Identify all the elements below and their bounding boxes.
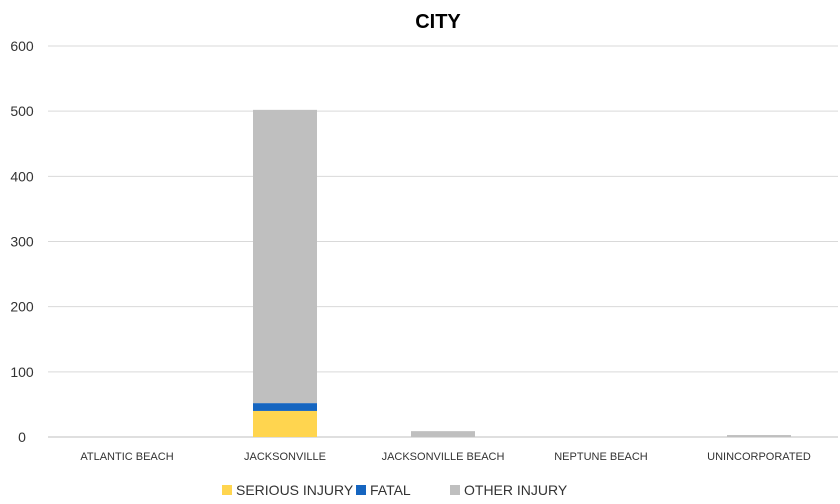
gridlines: [48, 45, 838, 438]
y-tick-label: 300: [10, 234, 34, 250]
y-tick-label: 500: [10, 103, 34, 119]
legend: SERIOUS INJURY FATAL OTHER INJURY: [222, 482, 568, 498]
legend-label: FATAL: [370, 482, 411, 498]
y-tick-label: 0: [18, 429, 26, 445]
bar-segment-other-injury: [253, 109, 317, 404]
x-category-label: NEPTUNE BEACH: [554, 451, 648, 463]
y-axis-ticks: 0 100 200 300 400 500 600: [10, 38, 34, 445]
y-tick-label: 600: [10, 38, 34, 54]
y-tick-label: 100: [10, 364, 34, 380]
legend-swatch: [356, 485, 366, 495]
bar-segment-serious-injury: [253, 410, 317, 437]
chart-title: CITY: [415, 11, 461, 33]
legend-label: SERIOUS INJURY: [236, 482, 354, 498]
x-category-label: ATLANTIC BEACH: [80, 451, 173, 463]
x-category-label: UNINCORPORATED: [707, 451, 811, 463]
bar-segment-other-injury: [411, 431, 475, 437]
legend-label: OTHER INJURY: [464, 482, 568, 498]
x-category-label: JACKSONVILLE BEACH: [382, 451, 505, 463]
y-tick-label: 200: [10, 299, 34, 315]
x-category-label: JACKSONVILLE: [244, 451, 326, 463]
bar-segment-fatal: [253, 403, 317, 411]
legend-swatch: [450, 485, 460, 495]
legend-swatch: [222, 485, 232, 495]
bar-segment-other-injury: [727, 435, 791, 437]
bars: [253, 109, 791, 437]
x-axis-labels: ATLANTIC BEACH JACKSONVILLE JACKSONVILLE B…: [80, 451, 811, 463]
y-tick-label: 400: [10, 168, 34, 184]
